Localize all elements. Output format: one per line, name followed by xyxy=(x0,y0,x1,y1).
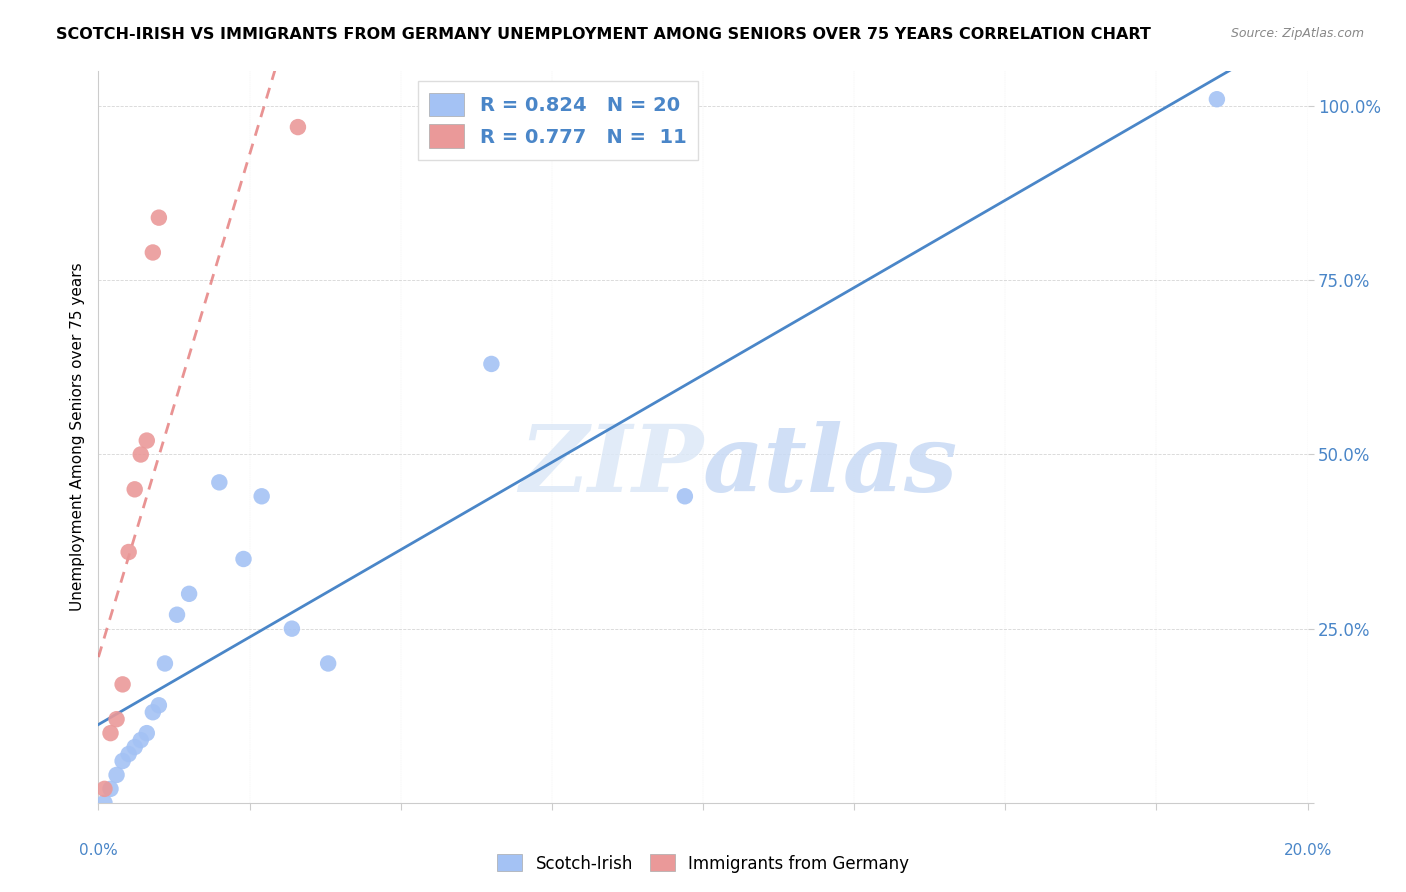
Point xyxy=(100,781,122,796)
Point xyxy=(316,657,339,671)
Text: Source: ZipAtlas.com: Source: ZipAtlas.com xyxy=(1230,27,1364,40)
Legend: Scotch-Irish, Immigrants from Germany: Scotch-Irish, Immigrants from Germany xyxy=(491,847,915,880)
Point xyxy=(250,489,273,503)
Point xyxy=(142,245,165,260)
Text: 0.0%: 0.0% xyxy=(79,843,118,858)
Point xyxy=(105,712,128,726)
Point xyxy=(135,726,157,740)
Point xyxy=(135,434,157,448)
Text: ZIP: ZIP xyxy=(519,421,703,511)
Point xyxy=(111,677,134,691)
Text: 20.0%: 20.0% xyxy=(1284,843,1331,858)
Point xyxy=(281,622,304,636)
Point xyxy=(93,781,115,796)
Point xyxy=(142,705,165,719)
Point xyxy=(287,120,309,134)
Point xyxy=(1206,92,1229,106)
Text: SCOTCH-IRISH VS IMMIGRANTS FROM GERMANY UNEMPLOYMENT AMONG SENIORS OVER 75 YEARS: SCOTCH-IRISH VS IMMIGRANTS FROM GERMANY … xyxy=(56,27,1152,42)
Point xyxy=(673,489,696,503)
Point xyxy=(129,733,152,747)
Point xyxy=(118,747,141,761)
Text: atlas: atlas xyxy=(703,421,959,511)
Point xyxy=(232,552,254,566)
Point xyxy=(166,607,188,622)
Point xyxy=(148,211,170,225)
Point xyxy=(124,740,146,755)
Point xyxy=(105,768,128,782)
Point xyxy=(129,448,152,462)
Point xyxy=(148,698,170,713)
Legend: R = 0.824   N = 20, R = 0.777   N =  11: R = 0.824 N = 20, R = 0.777 N = 11 xyxy=(418,81,699,160)
Point xyxy=(179,587,201,601)
Point xyxy=(153,657,176,671)
Point xyxy=(100,726,122,740)
Point xyxy=(111,754,134,768)
Point xyxy=(481,357,503,371)
Y-axis label: Unemployment Among Seniors over 75 years: Unemployment Among Seniors over 75 years xyxy=(69,263,84,611)
Point xyxy=(208,475,231,490)
Point xyxy=(124,483,146,497)
Point xyxy=(118,545,141,559)
Point xyxy=(93,796,115,810)
